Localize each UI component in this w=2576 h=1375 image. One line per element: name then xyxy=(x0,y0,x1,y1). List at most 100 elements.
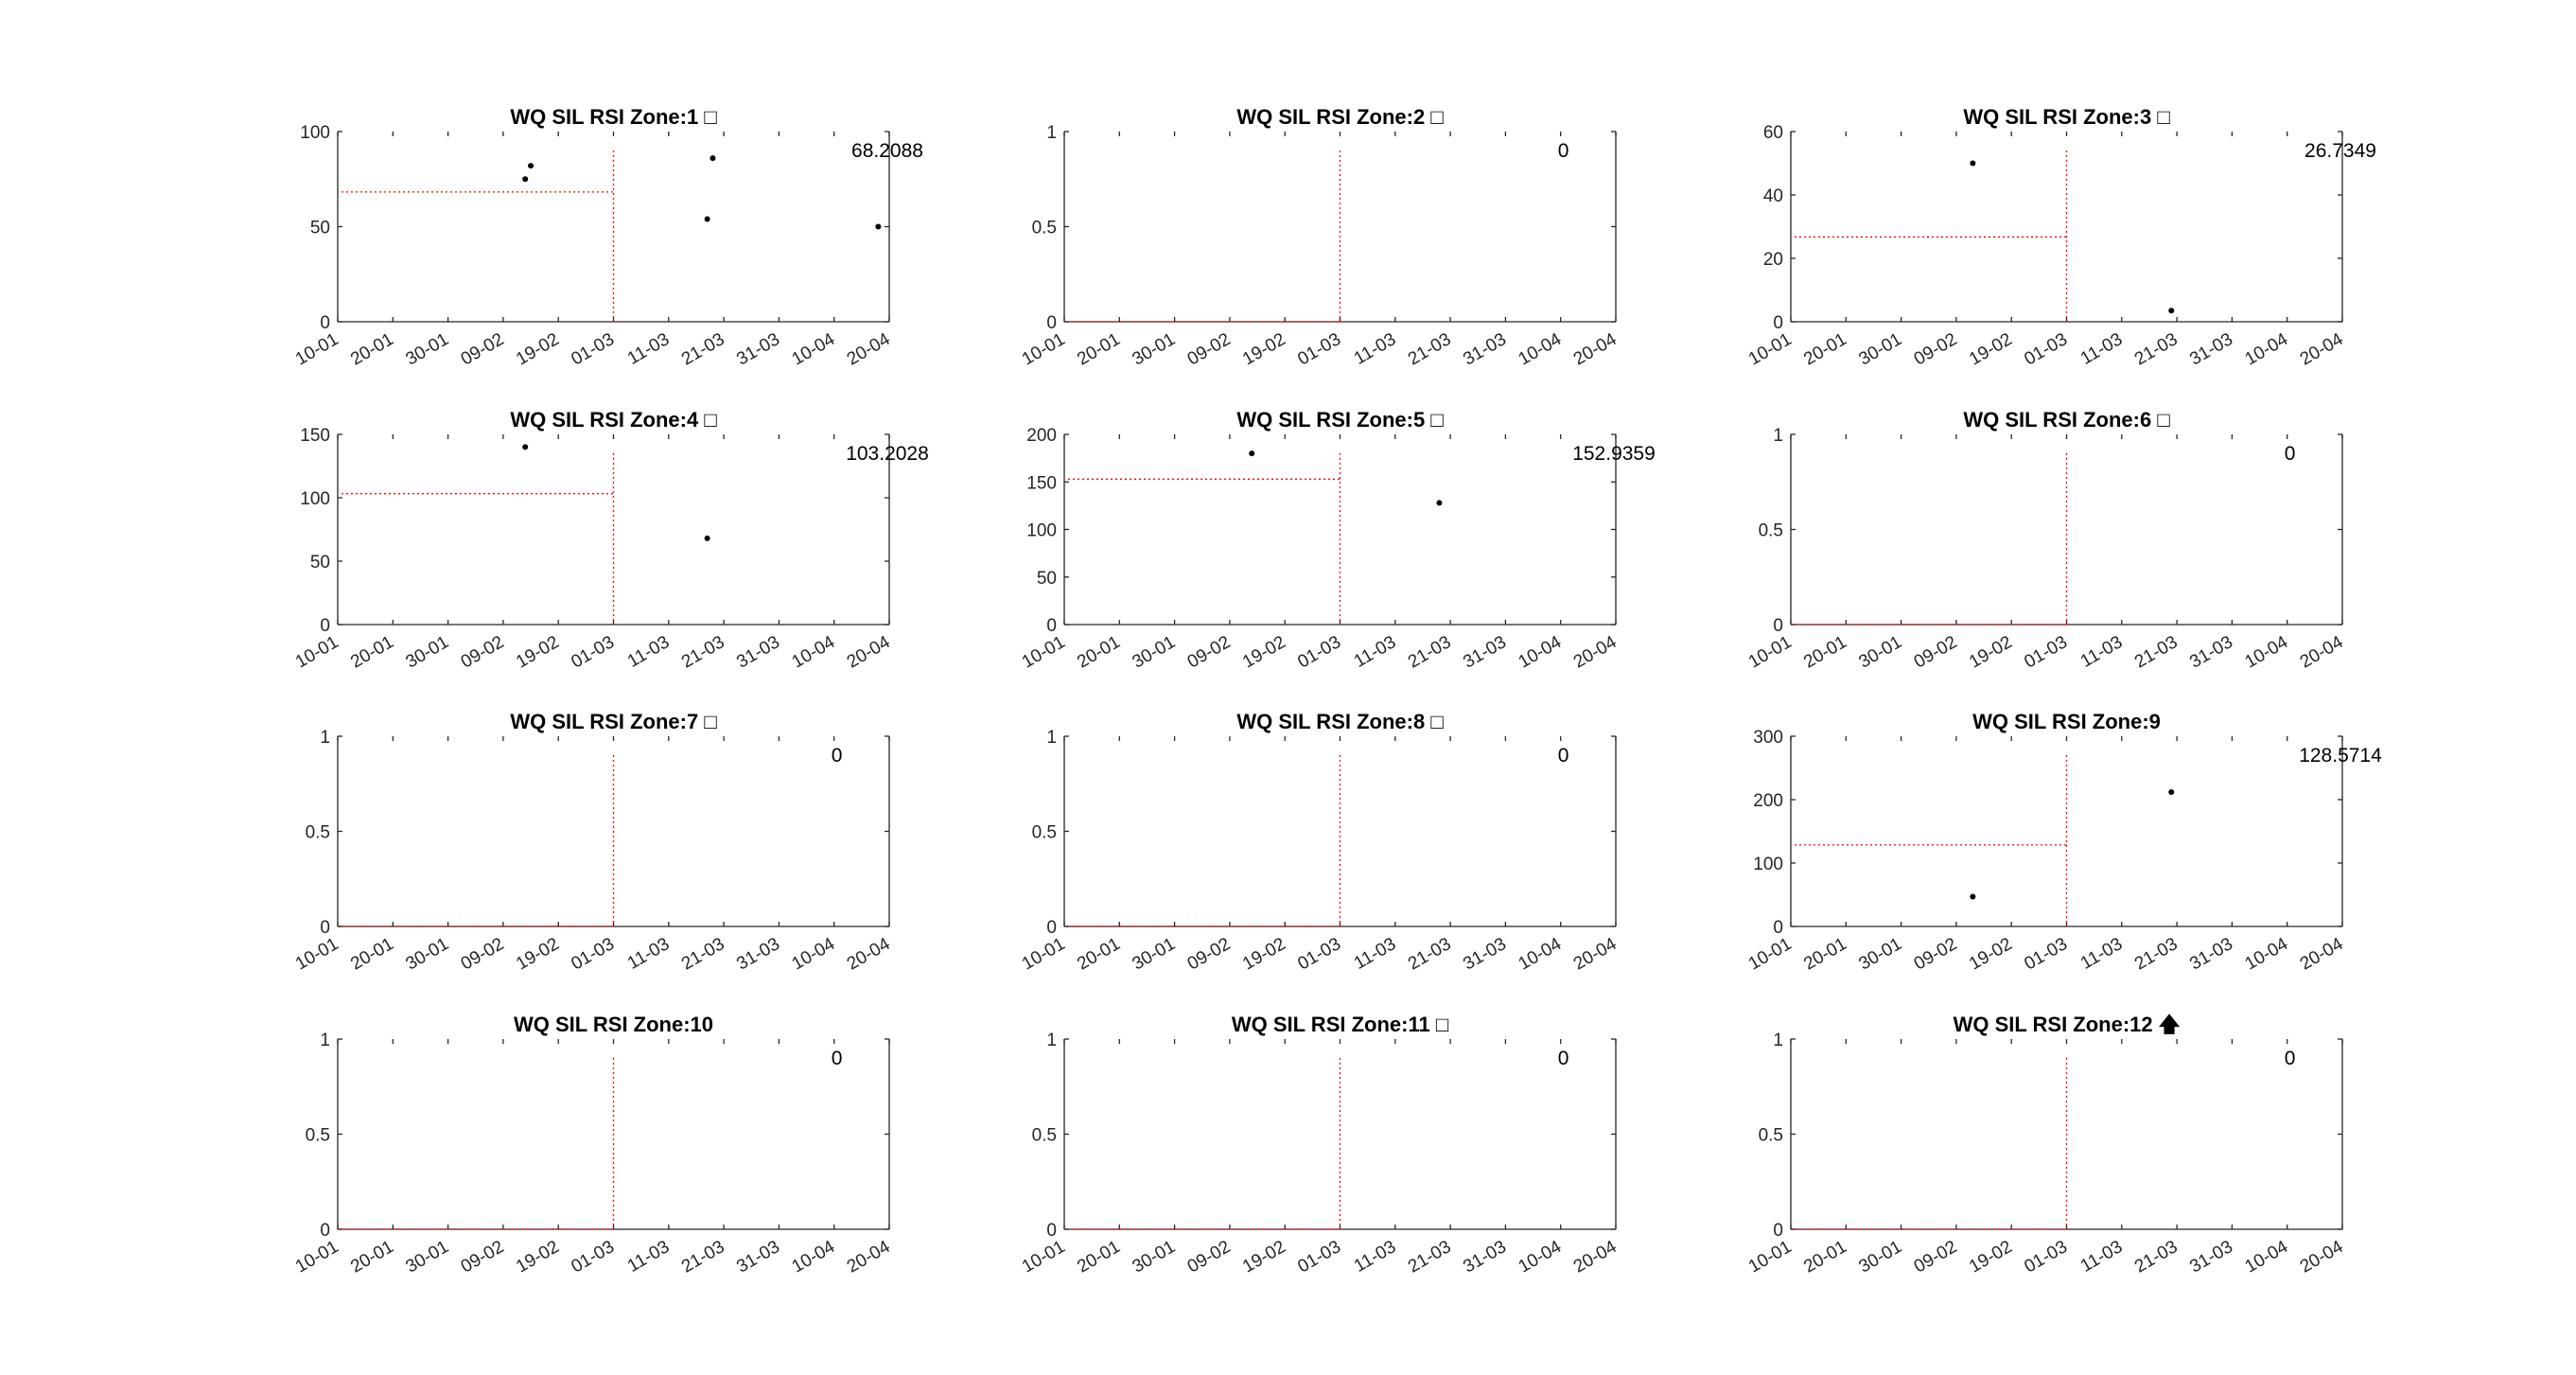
x-tick-label: 01-03 xyxy=(2021,329,2071,369)
y-tick-label: 40 xyxy=(1763,186,1783,206)
x-tick-label: 21-03 xyxy=(1405,1237,1455,1277)
x-tick-label: 20-01 xyxy=(1074,1237,1124,1277)
x-tick-label: 10-04 xyxy=(2242,329,2292,370)
x-tick-label: 21-03 xyxy=(1405,934,1455,974)
y-tick-label: 0.5 xyxy=(1759,1126,1783,1146)
x-tick-label: 19-02 xyxy=(1966,934,2016,974)
x-tick-label: 09-02 xyxy=(1911,1237,1961,1277)
x-tick-label: 30-01 xyxy=(1856,632,1906,672)
x-tick-label: 10-04 xyxy=(789,1237,839,1278)
subplot-title: WQ SIL RSI Zone:6 □ xyxy=(1963,408,2169,432)
y-tick-label: 150 xyxy=(300,426,330,446)
annotation-value: 0 xyxy=(832,745,843,767)
x-tick-label: 09-02 xyxy=(458,934,508,974)
x-tick-label: 20-04 xyxy=(2297,1237,2347,1278)
x-tick-label: 20-04 xyxy=(844,1237,894,1278)
x-tick-label: 19-02 xyxy=(513,632,563,672)
data-point xyxy=(1249,450,1255,457)
x-tick-label: 01-03 xyxy=(2021,632,2071,672)
x-tick-label: 30-01 xyxy=(403,1237,453,1277)
x-tick-label: 10-04 xyxy=(789,632,839,673)
x-tick-label: 20-04 xyxy=(844,934,894,975)
y-tick-label: 100 xyxy=(1753,855,1783,874)
x-tick-label: 10-01 xyxy=(292,632,342,672)
x-tick-label: 19-02 xyxy=(1239,632,1289,672)
x-tick-label: 20-01 xyxy=(1800,934,1850,974)
x-tick-label: 20-01 xyxy=(1800,632,1850,672)
y-tick-label: 50 xyxy=(1037,569,1057,589)
x-tick-label: 19-02 xyxy=(513,329,563,369)
y-tick-label: 0 xyxy=(320,616,330,636)
x-tick-label: 21-03 xyxy=(2131,329,2182,369)
x-tick-label: 20-04 xyxy=(2297,632,2347,673)
x-tick-label: 10-04 xyxy=(2242,632,2292,673)
y-tick-label: 200 xyxy=(1026,426,1057,446)
y-tick-label: 50 xyxy=(310,219,330,238)
x-tick-label: 20-04 xyxy=(844,632,894,673)
y-tick-label: 0 xyxy=(1773,313,1783,333)
x-tick-label: 31-03 xyxy=(2186,632,2236,672)
annotation-value: 0 xyxy=(2285,443,2296,465)
data-point xyxy=(704,216,710,222)
x-tick-label: 11-03 xyxy=(2077,632,2126,672)
x-tick-label: 31-03 xyxy=(2186,329,2236,369)
x-tick-label: 09-02 xyxy=(1184,1237,1235,1277)
x-tick-label: 10-04 xyxy=(2242,1237,2292,1278)
data-point xyxy=(1970,893,1976,900)
annotation-value: 68.2088 xyxy=(851,140,923,162)
subplot-zone-3: WQ SIL RSI Zone:3 □10-01 20-01 30-01 09-02 1… xyxy=(1745,105,2376,370)
x-tick-label: 11-03 xyxy=(624,632,673,672)
x-tick-label: 11-03 xyxy=(1351,329,1399,369)
x-tick-label: 30-01 xyxy=(1856,934,1906,974)
x-tick-label: 10-01 xyxy=(1745,632,1796,672)
x-tick-label: 21-03 xyxy=(678,632,728,672)
subplot-title: WQ SIL RSI Zone:2 □ xyxy=(1236,105,1443,129)
x-tick-label: 10-04 xyxy=(1516,1237,1566,1278)
x-tick-label: 20-04 xyxy=(1570,934,1621,975)
x-tick-label: 30-01 xyxy=(403,934,453,974)
subplot-title: WQ SIL RSI Zone:7 □ xyxy=(510,710,716,733)
x-tick-label: 01-03 xyxy=(568,934,618,974)
x-tick-label: 21-03 xyxy=(678,329,728,369)
y-tick-label: 0 xyxy=(1773,1221,1783,1241)
subplot-zone-5: WQ SIL RSI Zone:5 □10-01 20-01 30-01 09-02 1… xyxy=(1019,408,1656,673)
x-tick-label: 21-03 xyxy=(2131,632,2182,672)
y-tick-label: 1 xyxy=(1773,426,1783,446)
x-tick-label: 10-01 xyxy=(1019,632,1069,672)
subplot-zone-8: WQ SIL RSI Zone:8 □10-01 20-01 30-01 09-02 1… xyxy=(1019,710,1621,975)
x-tick-label: 19-02 xyxy=(1239,329,1289,369)
x-tick-label: 20-01 xyxy=(347,632,397,672)
data-point xyxy=(522,176,529,183)
data-point xyxy=(1436,500,1443,506)
data-point xyxy=(1970,160,1976,167)
y-tick-label: 0 xyxy=(1773,616,1783,636)
y-tick-label: 1 xyxy=(1046,1031,1057,1050)
x-tick-label: 10-01 xyxy=(1019,934,1069,974)
x-tick-label: 01-03 xyxy=(2021,1237,2071,1277)
x-tick-label: 19-02 xyxy=(1966,1237,2016,1277)
subplot-title: WQ SIL RSI Zone:12 🡅 xyxy=(1954,1013,2181,1036)
annotation-value: 0 xyxy=(1558,745,1569,767)
y-tick-label: 0.5 xyxy=(306,823,330,843)
x-tick-label: 20-01 xyxy=(1074,934,1124,974)
subplot-title: WQ SIL RSI Zone:8 □ xyxy=(1236,710,1443,733)
x-tick-label: 30-01 xyxy=(1130,934,1180,974)
x-tick-label: 20-04 xyxy=(1570,1237,1621,1278)
x-tick-label: 20-04 xyxy=(1570,329,1621,370)
y-tick-label: 0 xyxy=(1046,313,1057,333)
subplot-zone-1: WQ SIL RSI Zone:1 □10-01 20-01 30-01 09-02 1… xyxy=(292,105,923,370)
x-tick-label: 11-03 xyxy=(2077,1237,2126,1277)
data-point xyxy=(522,444,529,450)
subplot-title: WQ SIL RSI Zone:4 □ xyxy=(510,408,716,432)
x-tick-label: 20-04 xyxy=(2297,329,2347,370)
annotation-value: 0 xyxy=(1558,1048,1569,1069)
x-tick-label: 20-01 xyxy=(347,329,397,369)
annotation-value: 152.9359 xyxy=(1572,443,1656,465)
x-tick-label: 31-03 xyxy=(733,934,783,974)
x-tick-label: 11-03 xyxy=(624,329,673,369)
x-tick-label: 09-02 xyxy=(1911,632,1961,672)
x-tick-label: 01-03 xyxy=(1294,934,1344,974)
subplot-zone-2: WQ SIL RSI Zone:2 □10-01 20-01 30-01 09-02 1… xyxy=(1019,105,1621,370)
data-point xyxy=(704,535,710,541)
subplot-zone-12: WQ SIL RSI Zone:12 🡅 10-01 20-01 30-01 09-02… xyxy=(1745,1013,2347,1278)
